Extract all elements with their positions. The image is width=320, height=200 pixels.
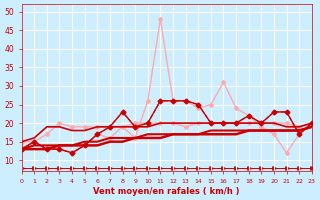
X-axis label: Vent moyen/en rafales ( km/h ): Vent moyen/en rafales ( km/h ) <box>93 187 240 196</box>
